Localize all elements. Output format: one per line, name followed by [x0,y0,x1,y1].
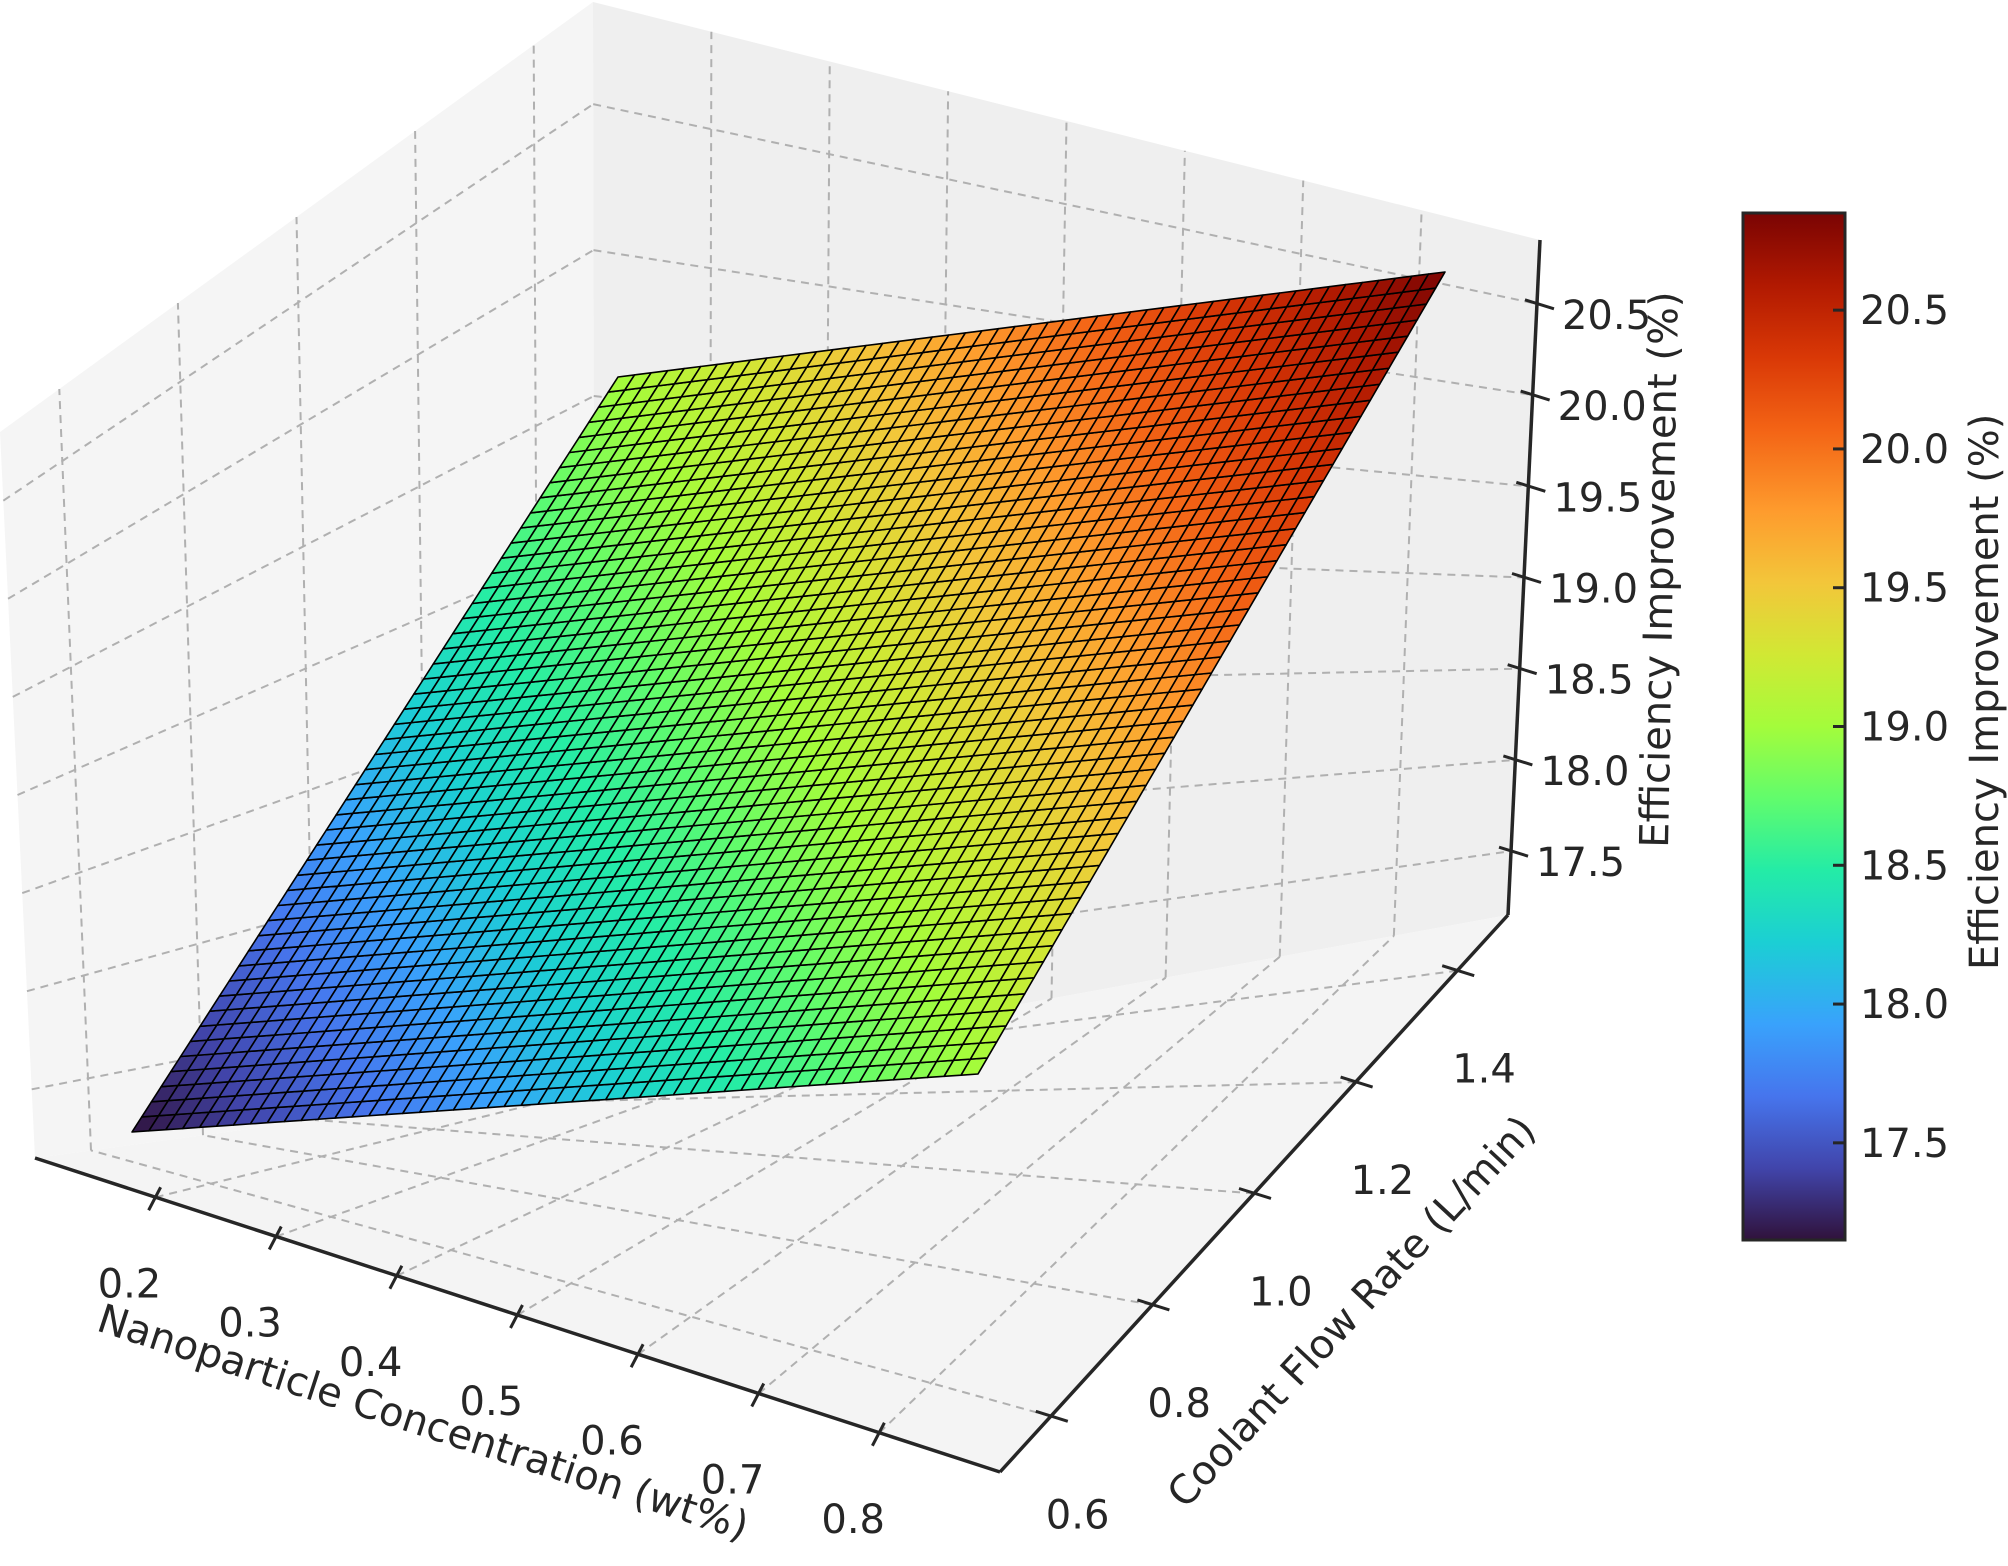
surface-mesh [131,271,1446,1133]
z-axis-label: Efficiency Improvement (%) [1632,291,1688,848]
x-tick-label: 0.6 [580,1418,644,1464]
x-tick-label: 0.3 [218,1301,282,1347]
x-tick-label: 0.5 [460,1379,524,1425]
colorbar-tick-label: 18.5 [1860,843,1949,889]
colorbar-tick-label: 19.0 [1860,705,1949,751]
colorbar-tick-label: 20.5 [1860,288,1949,334]
z-tick-label: 20.5 [1562,293,1651,339]
colorbar: 17.5 18.0 18.5 19.0 19.5 20.0 20.5 Efficiency … [1741,211,2008,1242]
z-tick-label: 18.0 [1540,749,1629,795]
colorbar-tick-label: 20.0 [1860,427,1949,473]
colorbar-tick-label: 19.5 [1860,566,1949,612]
z-tick-label: 17.5 [1536,840,1625,886]
colorbar-ticks: 17.5 18.0 18.5 19.0 19.5 20.0 20.5 [1833,288,1949,1167]
z-tick-label: 19.5 [1553,475,1642,521]
colorbar-label: Efficiency Improvement (%) [1962,414,2008,970]
z-tick-label: 20.0 [1558,384,1647,430]
y-tick-label: 1.0 [1249,1270,1313,1316]
z-tick-label: 18.5 [1545,658,1634,704]
y-tick-label: 1.2 [1351,1158,1415,1204]
x-tick-label: 0.7 [701,1458,765,1504]
y-tick-label: 1.4 [1452,1047,1516,1093]
colorbar-rect [1741,211,1847,1242]
colorbar-tick-label: 17.5 [1860,1121,1949,1167]
x-tick-label: 0.4 [339,1340,403,1386]
x-tick-label: 0.8 [821,1497,885,1543]
colorbar-tick-label: 18.0 [1860,982,1949,1028]
y-tick-label: 0.6 [1046,1492,1110,1538]
y-tick-label: 0.8 [1147,1381,1211,1427]
floor-pane [35,915,1508,1472]
axis-ticks [147,298,1555,1447]
z-tick-label: 19.0 [1549,567,1638,613]
x-tick-label: 0.2 [98,1261,162,1307]
tick-labels: 0.2 0.3 0.4 0.5 0.6 0.7 0.8 0.6 0.8 1.0 1.2 1.4 17.5… [98,293,1651,1543]
